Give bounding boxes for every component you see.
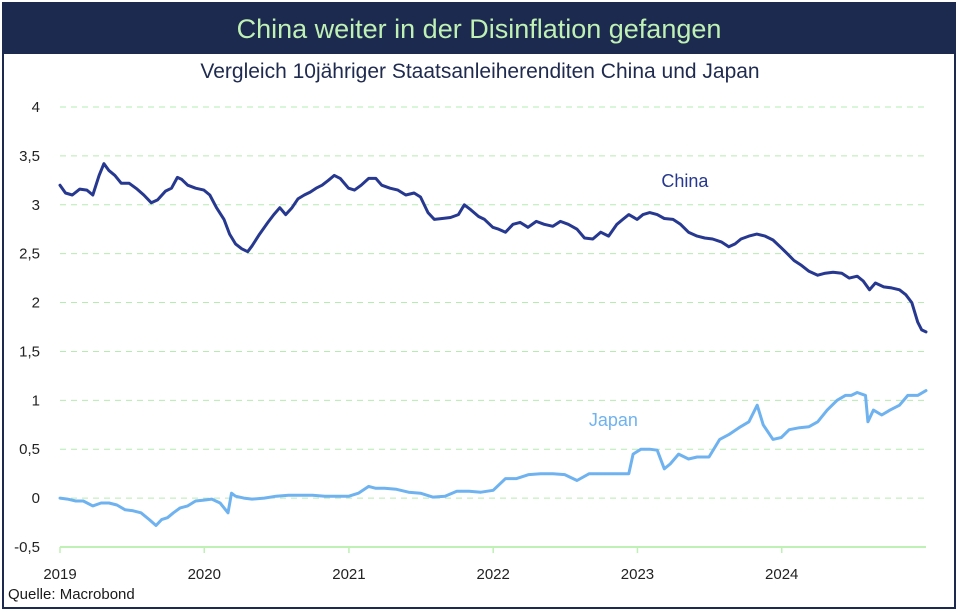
series-label-china: China <box>661 171 709 191</box>
chart-subtitle: Vergleich 10jähriger Staatsanleiherendit… <box>200 60 760 83</box>
x-tick-label: 2024 <box>765 566 798 583</box>
series-labels: China Japan <box>589 171 710 430</box>
source-note: Quelle: Macrobond <box>8 586 135 603</box>
x-tick-label: 2020 <box>188 566 221 583</box>
y-tick-label: 3 <box>32 197 40 214</box>
y-tick-label: -0,5 <box>14 539 40 556</box>
y-tick-label: 3,5 <box>19 148 40 165</box>
y-tick-label: 0 <box>32 490 40 507</box>
y-tick-label: 2 <box>32 295 40 312</box>
y-tick-label: 4 <box>32 99 40 116</box>
chart-title: China weiter in der Disinflation gefange… <box>4 4 954 54</box>
y-tick-label: 2,5 <box>19 246 40 263</box>
y-axis-ticks: -0,5 0 0,5 1 1,5 2 2,5 3 3,5 4 <box>14 99 40 556</box>
x-tick-label: 2022 <box>477 566 510 583</box>
series-lines <box>58 162 928 527</box>
y-tick-label: 1,5 <box>19 343 40 360</box>
series-line-japan <box>58 389 928 527</box>
y-tick-label: 0,5 <box>19 441 40 458</box>
x-tick-label: 2021 <box>332 566 365 583</box>
x-axis-ticks: 2019 2020 2021 2022 2023 2024 <box>43 546 926 583</box>
y-tick-label: 1 <box>32 392 40 409</box>
series-line-china <box>58 162 928 334</box>
x-tick-label: 2019 <box>43 566 76 583</box>
x-tick-label: 2023 <box>621 566 654 583</box>
grid-lines <box>60 106 926 499</box>
series-label-japan: Japan <box>589 410 638 430</box>
